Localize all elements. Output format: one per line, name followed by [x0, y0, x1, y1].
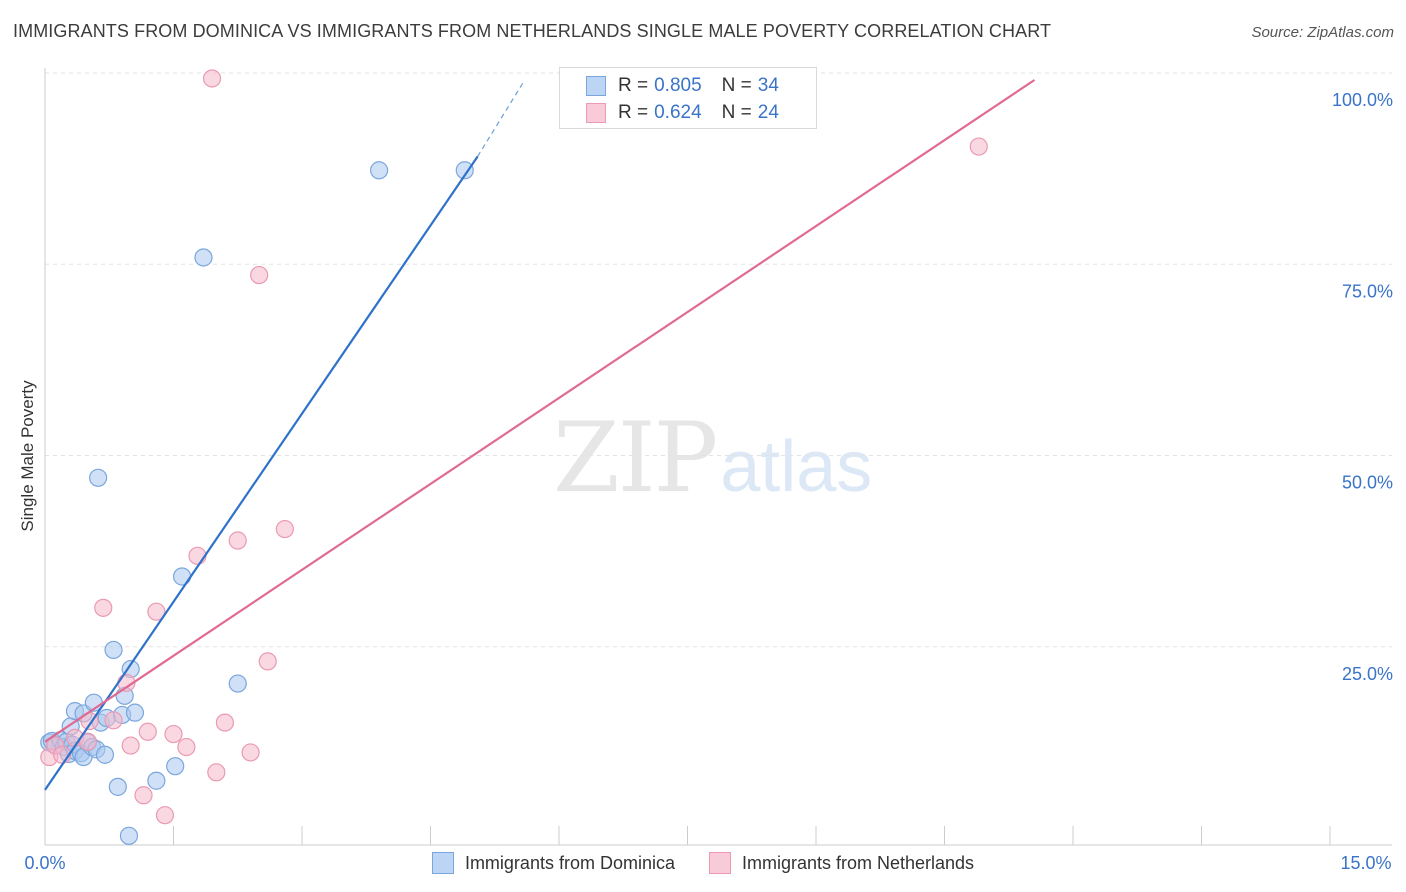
data-point — [969, 137, 988, 156]
data-point — [138, 722, 157, 741]
legend-label-dominica: Immigrants from Dominica — [464, 852, 675, 873]
swatch-dominica — [431, 852, 454, 874]
swatch-dominica — [586, 76, 606, 96]
trend-extension-dominica — [477, 79, 526, 157]
y-tick-label: 50.0% — [1342, 473, 1393, 493]
data-point — [108, 777, 127, 796]
data-point — [89, 468, 108, 487]
data-point — [241, 743, 260, 762]
data-point — [370, 161, 389, 180]
data-point — [94, 598, 113, 617]
data-point — [275, 519, 294, 539]
data-point — [155, 806, 175, 825]
trend-line-dominica — [44, 155, 479, 791]
swatch-netherlands — [708, 852, 731, 874]
data-point — [125, 703, 145, 722]
data-point — [78, 732, 97, 751]
data-point — [228, 531, 247, 550]
data-point — [215, 713, 234, 732]
data-point — [119, 826, 139, 845]
n-label: N = — [721, 75, 752, 96]
legend-item-dominica[interactable]: Immigrants from Dominica — [431, 852, 675, 874]
data-point — [202, 69, 222, 88]
n-label: N = — [721, 102, 752, 123]
axes — [44, 68, 1392, 846]
n-value: 24 — [757, 102, 779, 123]
y-axis-label: Single Male Poverty — [18, 380, 37, 532]
series-legend: Immigrants from Dominica Immigrants from… — [0, 852, 1406, 874]
r-value: 0.624 — [654, 102, 702, 123]
data-point — [121, 736, 140, 755]
x-tick-label: 0.0% — [24, 853, 65, 873]
y-tick-label: 75.0% — [1342, 281, 1393, 301]
source-label: Source: ZipAtlas.com — [1251, 24, 1394, 41]
legend-label-netherlands: Immigrants from Netherlands — [741, 852, 975, 873]
series-netherlands — [40, 69, 988, 825]
swatch-netherlands — [586, 103, 606, 123]
legend-row-dominica: R = 0.805 N = 34 — [586, 74, 779, 98]
trend-line-netherlands — [44, 79, 1036, 743]
data-point — [166, 757, 185, 776]
r-value: 0.805 — [654, 75, 702, 96]
y-tick-label: 25.0% — [1342, 664, 1393, 684]
data-point — [188, 546, 207, 565]
data-point — [455, 161, 474, 180]
series — [40, 69, 988, 845]
tick-labels: 25.0% 50.0% 75.0% 100.0% 0.0% 15.0% — [24, 90, 1393, 873]
grid — [45, 72, 1392, 648]
data-point — [134, 786, 153, 805]
x-tick-label: 15.0% — [1340, 853, 1391, 873]
legend-item-netherlands[interactable]: Immigrants from Netherlands — [708, 852, 975, 874]
data-point — [95, 745, 115, 764]
data-point — [258, 652, 277, 671]
data-point — [228, 674, 247, 693]
chart-title: IMMIGRANTS FROM DOMINICA VS IMMIGRANTS F… — [13, 21, 1052, 41]
r-label: R = — [618, 102, 649, 123]
r-label: R = — [618, 75, 649, 96]
data-point — [177, 737, 196, 757]
data-point — [147, 602, 166, 621]
data-point — [250, 265, 269, 285]
data-point — [194, 248, 213, 267]
data-point — [147, 771, 166, 790]
data-point — [164, 724, 183, 744]
data-point — [104, 640, 123, 660]
data-point — [207, 763, 226, 782]
trend-lines — [44, 79, 1036, 791]
n-value: 34 — [757, 75, 779, 96]
data-point — [104, 711, 123, 730]
legend-row-netherlands: R = 0.624 N = 24 — [586, 101, 779, 125]
y-tick-label: 100.0% — [1332, 90, 1393, 110]
correlation-legend: R = 0.805 N = 34 R = 0.624 N = 24 — [559, 67, 817, 129]
